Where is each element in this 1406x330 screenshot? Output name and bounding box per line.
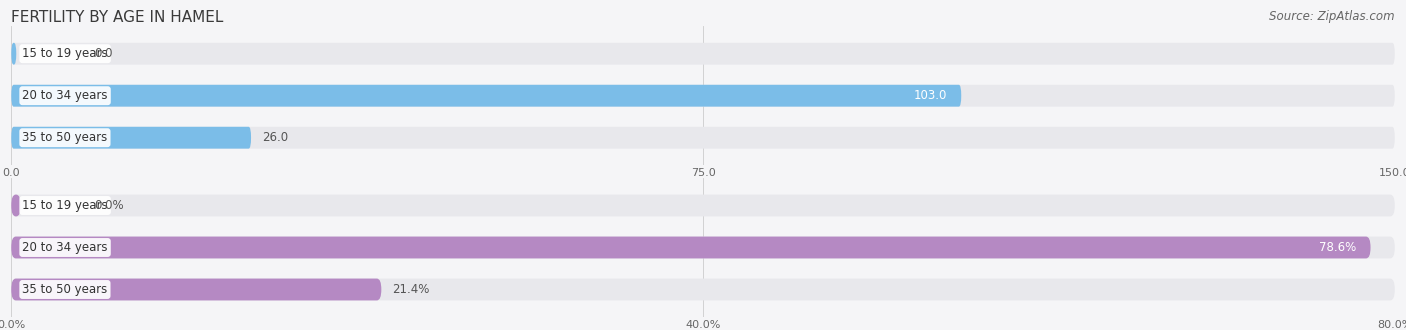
Text: FERTILITY BY AGE IN HAMEL: FERTILITY BY AGE IN HAMEL [11, 10, 224, 25]
Text: 20 to 34 years: 20 to 34 years [22, 89, 108, 102]
FancyBboxPatch shape [11, 43, 17, 65]
Text: 15 to 19 years: 15 to 19 years [22, 199, 108, 212]
FancyBboxPatch shape [11, 127, 1395, 148]
FancyBboxPatch shape [11, 195, 21, 216]
Text: 21.4%: 21.4% [392, 283, 430, 296]
FancyBboxPatch shape [11, 43, 1395, 65]
FancyBboxPatch shape [11, 237, 1371, 258]
FancyBboxPatch shape [11, 279, 1395, 300]
Text: 35 to 50 years: 35 to 50 years [22, 131, 108, 144]
FancyBboxPatch shape [11, 85, 1395, 107]
Text: 35 to 50 years: 35 to 50 years [22, 283, 108, 296]
Text: 20 to 34 years: 20 to 34 years [22, 241, 108, 254]
Text: 78.6%: 78.6% [1319, 241, 1357, 254]
FancyBboxPatch shape [11, 127, 252, 148]
Text: 103.0: 103.0 [914, 89, 948, 102]
Text: 0.0: 0.0 [94, 47, 112, 60]
Text: 15 to 19 years: 15 to 19 years [22, 47, 108, 60]
Text: Source: ZipAtlas.com: Source: ZipAtlas.com [1270, 10, 1395, 23]
FancyBboxPatch shape [11, 85, 962, 107]
FancyBboxPatch shape [11, 237, 1395, 258]
Text: 26.0: 26.0 [262, 131, 288, 144]
Text: 0.0%: 0.0% [94, 199, 124, 212]
FancyBboxPatch shape [11, 195, 1395, 216]
FancyBboxPatch shape [11, 279, 381, 300]
